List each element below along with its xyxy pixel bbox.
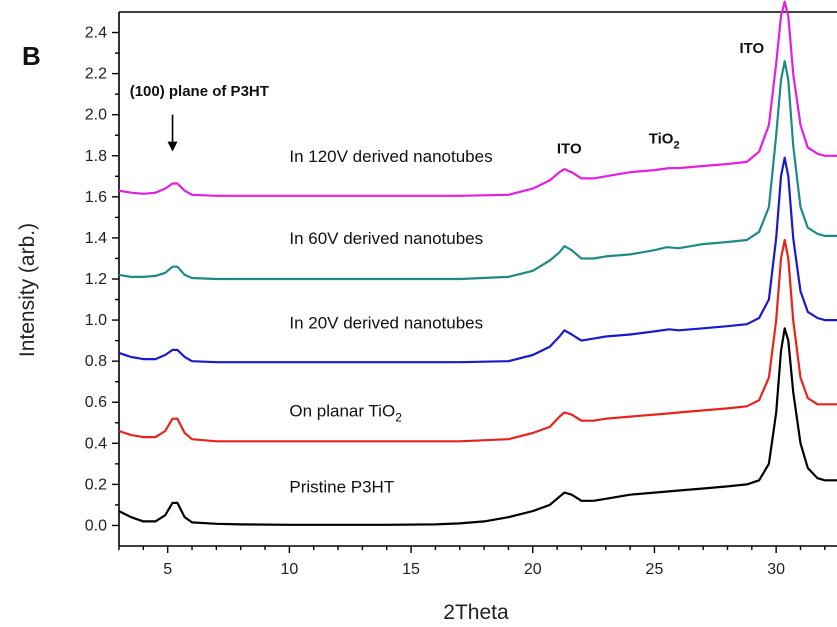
series-line [119, 328, 837, 525]
y-ticks: 0.0 0.2 0.4 0.6 0.8 1.0 1.2 1.4 1.6 1.8 2.0 2.2 2.4 [85, 25, 119, 535]
x-tick-label: 20 [524, 561, 542, 578]
y-tick-label: 0.4 [85, 435, 107, 452]
x-tick-label: 25 [646, 561, 664, 578]
y-tick-label: 1.0 [85, 312, 107, 329]
y-tick-label: 2.4 [85, 25, 107, 42]
x-tick-label: 5 [163, 561, 172, 578]
y-tick-label: 1.8 [85, 148, 107, 165]
y-tick-label: 0.2 [85, 476, 107, 493]
annotation-label: ITO [739, 40, 764, 57]
series-label: In 20V derived nanotubes [289, 313, 483, 332]
series-line [119, 240, 837, 441]
y-tick-label: 0.8 [85, 353, 107, 370]
x-ticks: 5 10 15 20 25 30 [119, 546, 825, 578]
x-tick-label: 10 [280, 561, 298, 578]
y-axis-title: Intensity (arb.) [16, 223, 39, 357]
annotation-label: ITO [557, 141, 582, 158]
annotation-label: TiO2 [649, 130, 680, 151]
series-labels: Pristine P3HT On planar TiO2 In 20V derive… [289, 147, 492, 497]
series-group [119, 2, 837, 525]
y-tick-label: 1.6 [85, 189, 107, 206]
series-label: In 60V derived nanotubes [289, 229, 483, 248]
y-tick-label: 0.6 [85, 394, 107, 411]
y-tick-label: 2.0 [85, 107, 107, 124]
y-tick-label: 1.4 [85, 230, 107, 247]
panel-label: B [22, 41, 41, 71]
series-label: Pristine P3HT [289, 478, 394, 497]
series-label: In 120V derived nanotubes [289, 147, 492, 166]
series-label: On planar TiO2 [289, 402, 402, 425]
plot-area: 5 10 15 20 25 30 0.0 0.2 0.4 0.6 0.8 1.0 1.2 1.4 1.6 1… [85, 2, 837, 578]
y-tick-label: 0.0 [85, 517, 107, 534]
x-axis-title: 2Theta [443, 601, 509, 624]
annotations: (100) plane of P3HT ITO TiO2 ITO [130, 40, 765, 158]
x-tick-label: 15 [402, 561, 420, 578]
y-tick-label: 2.2 [85, 66, 107, 83]
annotation-label: (100) plane of P3HT [130, 83, 269, 100]
arrow-head [168, 142, 178, 152]
x-tick-label: 30 [767, 561, 785, 578]
y-tick-label: 1.2 [85, 271, 107, 288]
